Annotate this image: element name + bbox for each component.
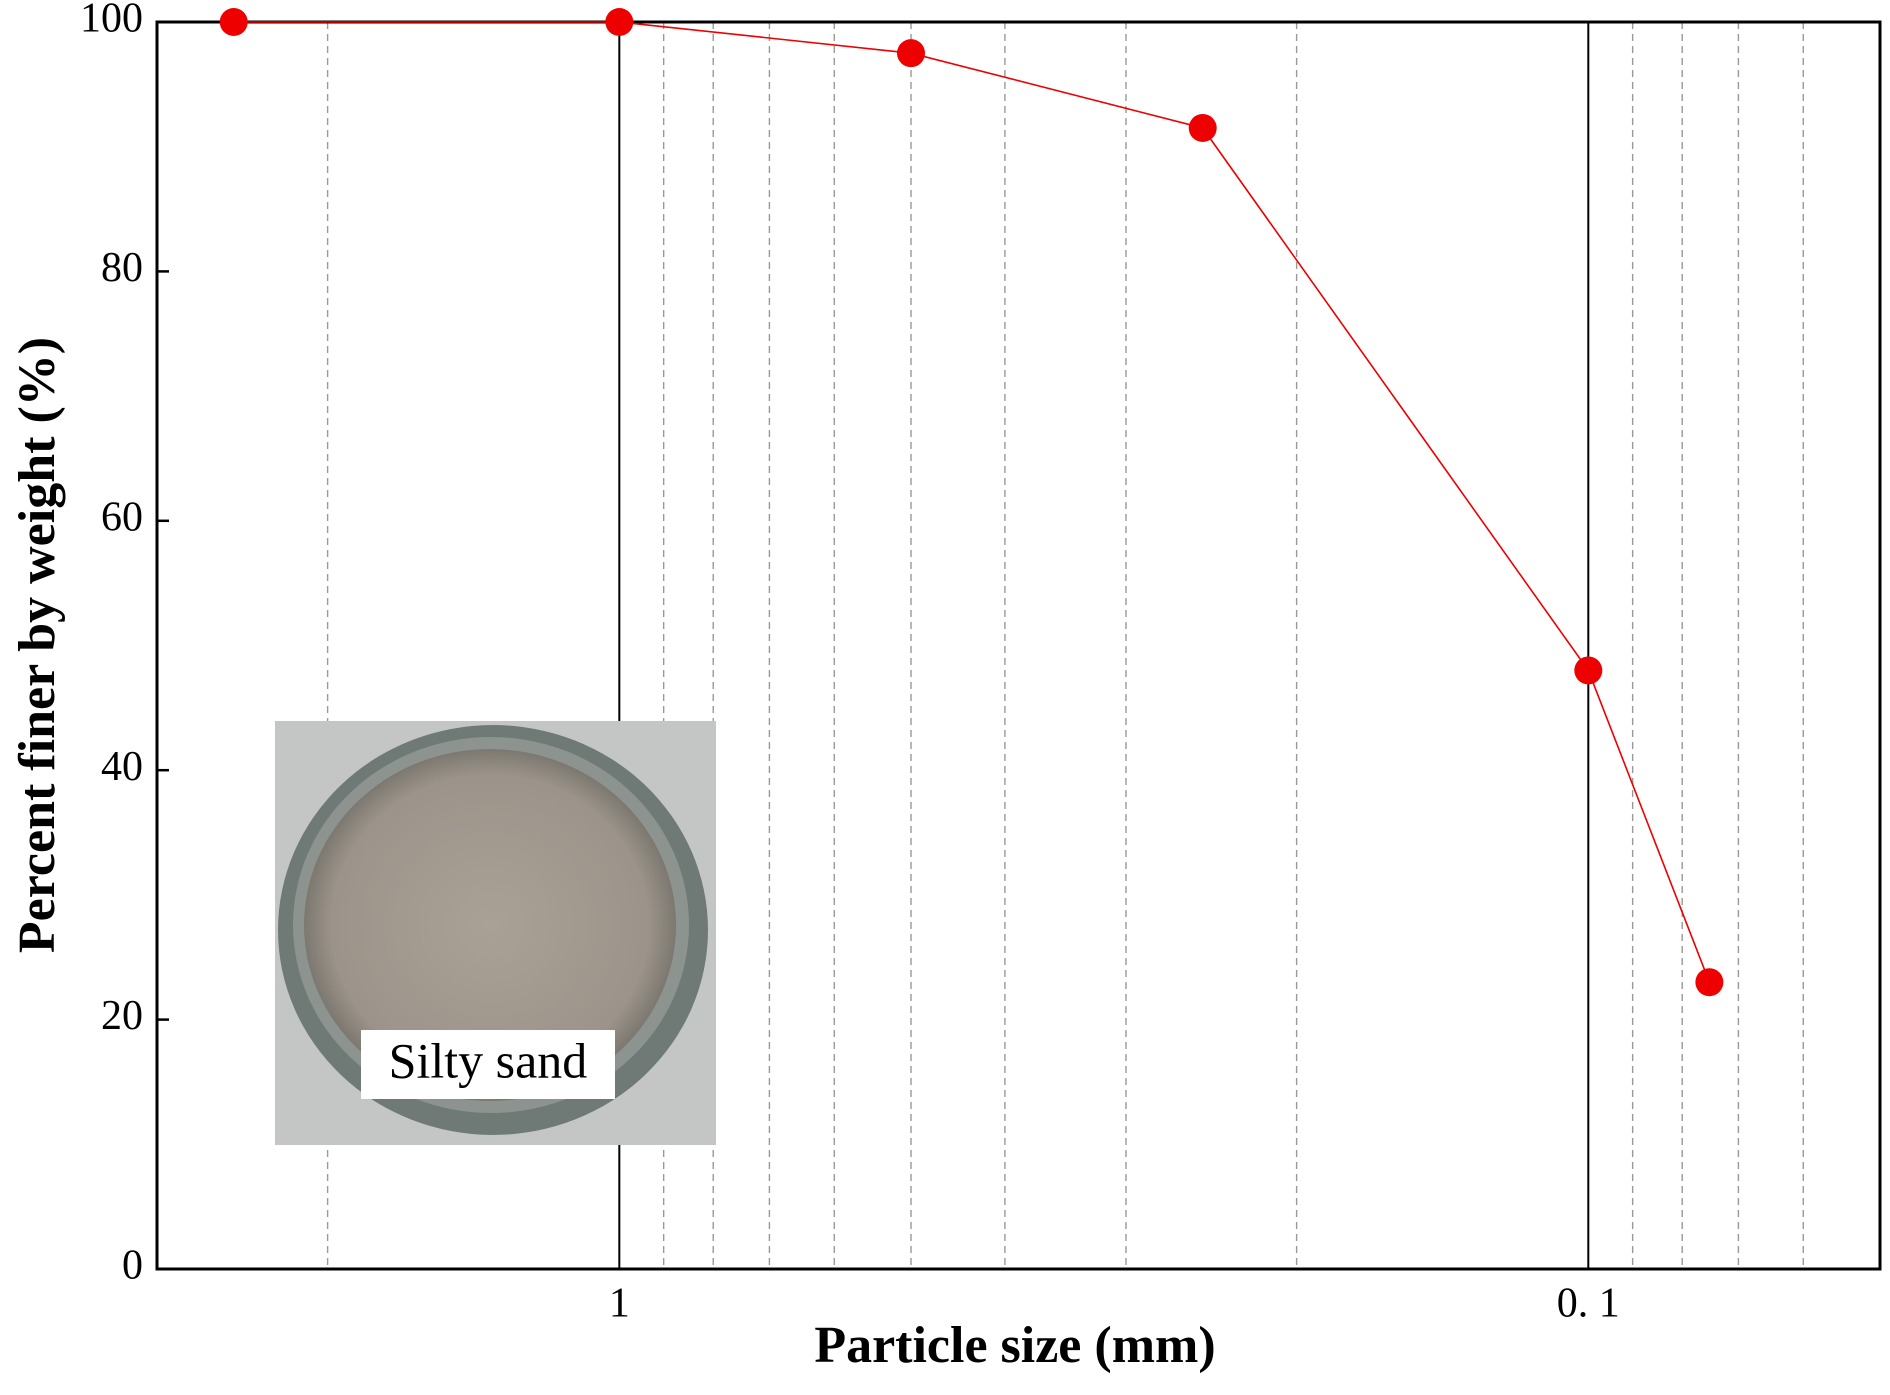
y-tick-label: 100 (80, 0, 143, 42)
data-point (1188, 113, 1217, 142)
data-line (233, 21, 1711, 983)
y-axis-title: Percent finer by weight (%) (9, 337, 66, 953)
data-point (1695, 968, 1724, 997)
inset-label: Silty sand (389, 1032, 588, 1088)
inset-photo: Silty sand (275, 721, 716, 1145)
y-tick-label: 0 (122, 1243, 143, 1289)
y-tick-label: 40 (101, 744, 143, 790)
y-tick-label: 60 (101, 494, 143, 540)
sand (304, 749, 676, 1101)
y-tick-label: 80 (101, 245, 143, 291)
x-axis-title: Particle size (mm) (814, 1317, 1215, 1374)
data-point (1574, 656, 1603, 685)
x-tick-label: 1 (609, 1281, 630, 1327)
y-tick-label: 20 (101, 993, 143, 1039)
data-point (605, 8, 634, 36)
inset-label-box (361, 1030, 615, 1099)
x-tick-label: 0. 1 (1557, 1281, 1620, 1327)
data-point (219, 8, 248, 36)
plot-frame (155, 20, 1882, 1271)
data-point (897, 39, 926, 68)
